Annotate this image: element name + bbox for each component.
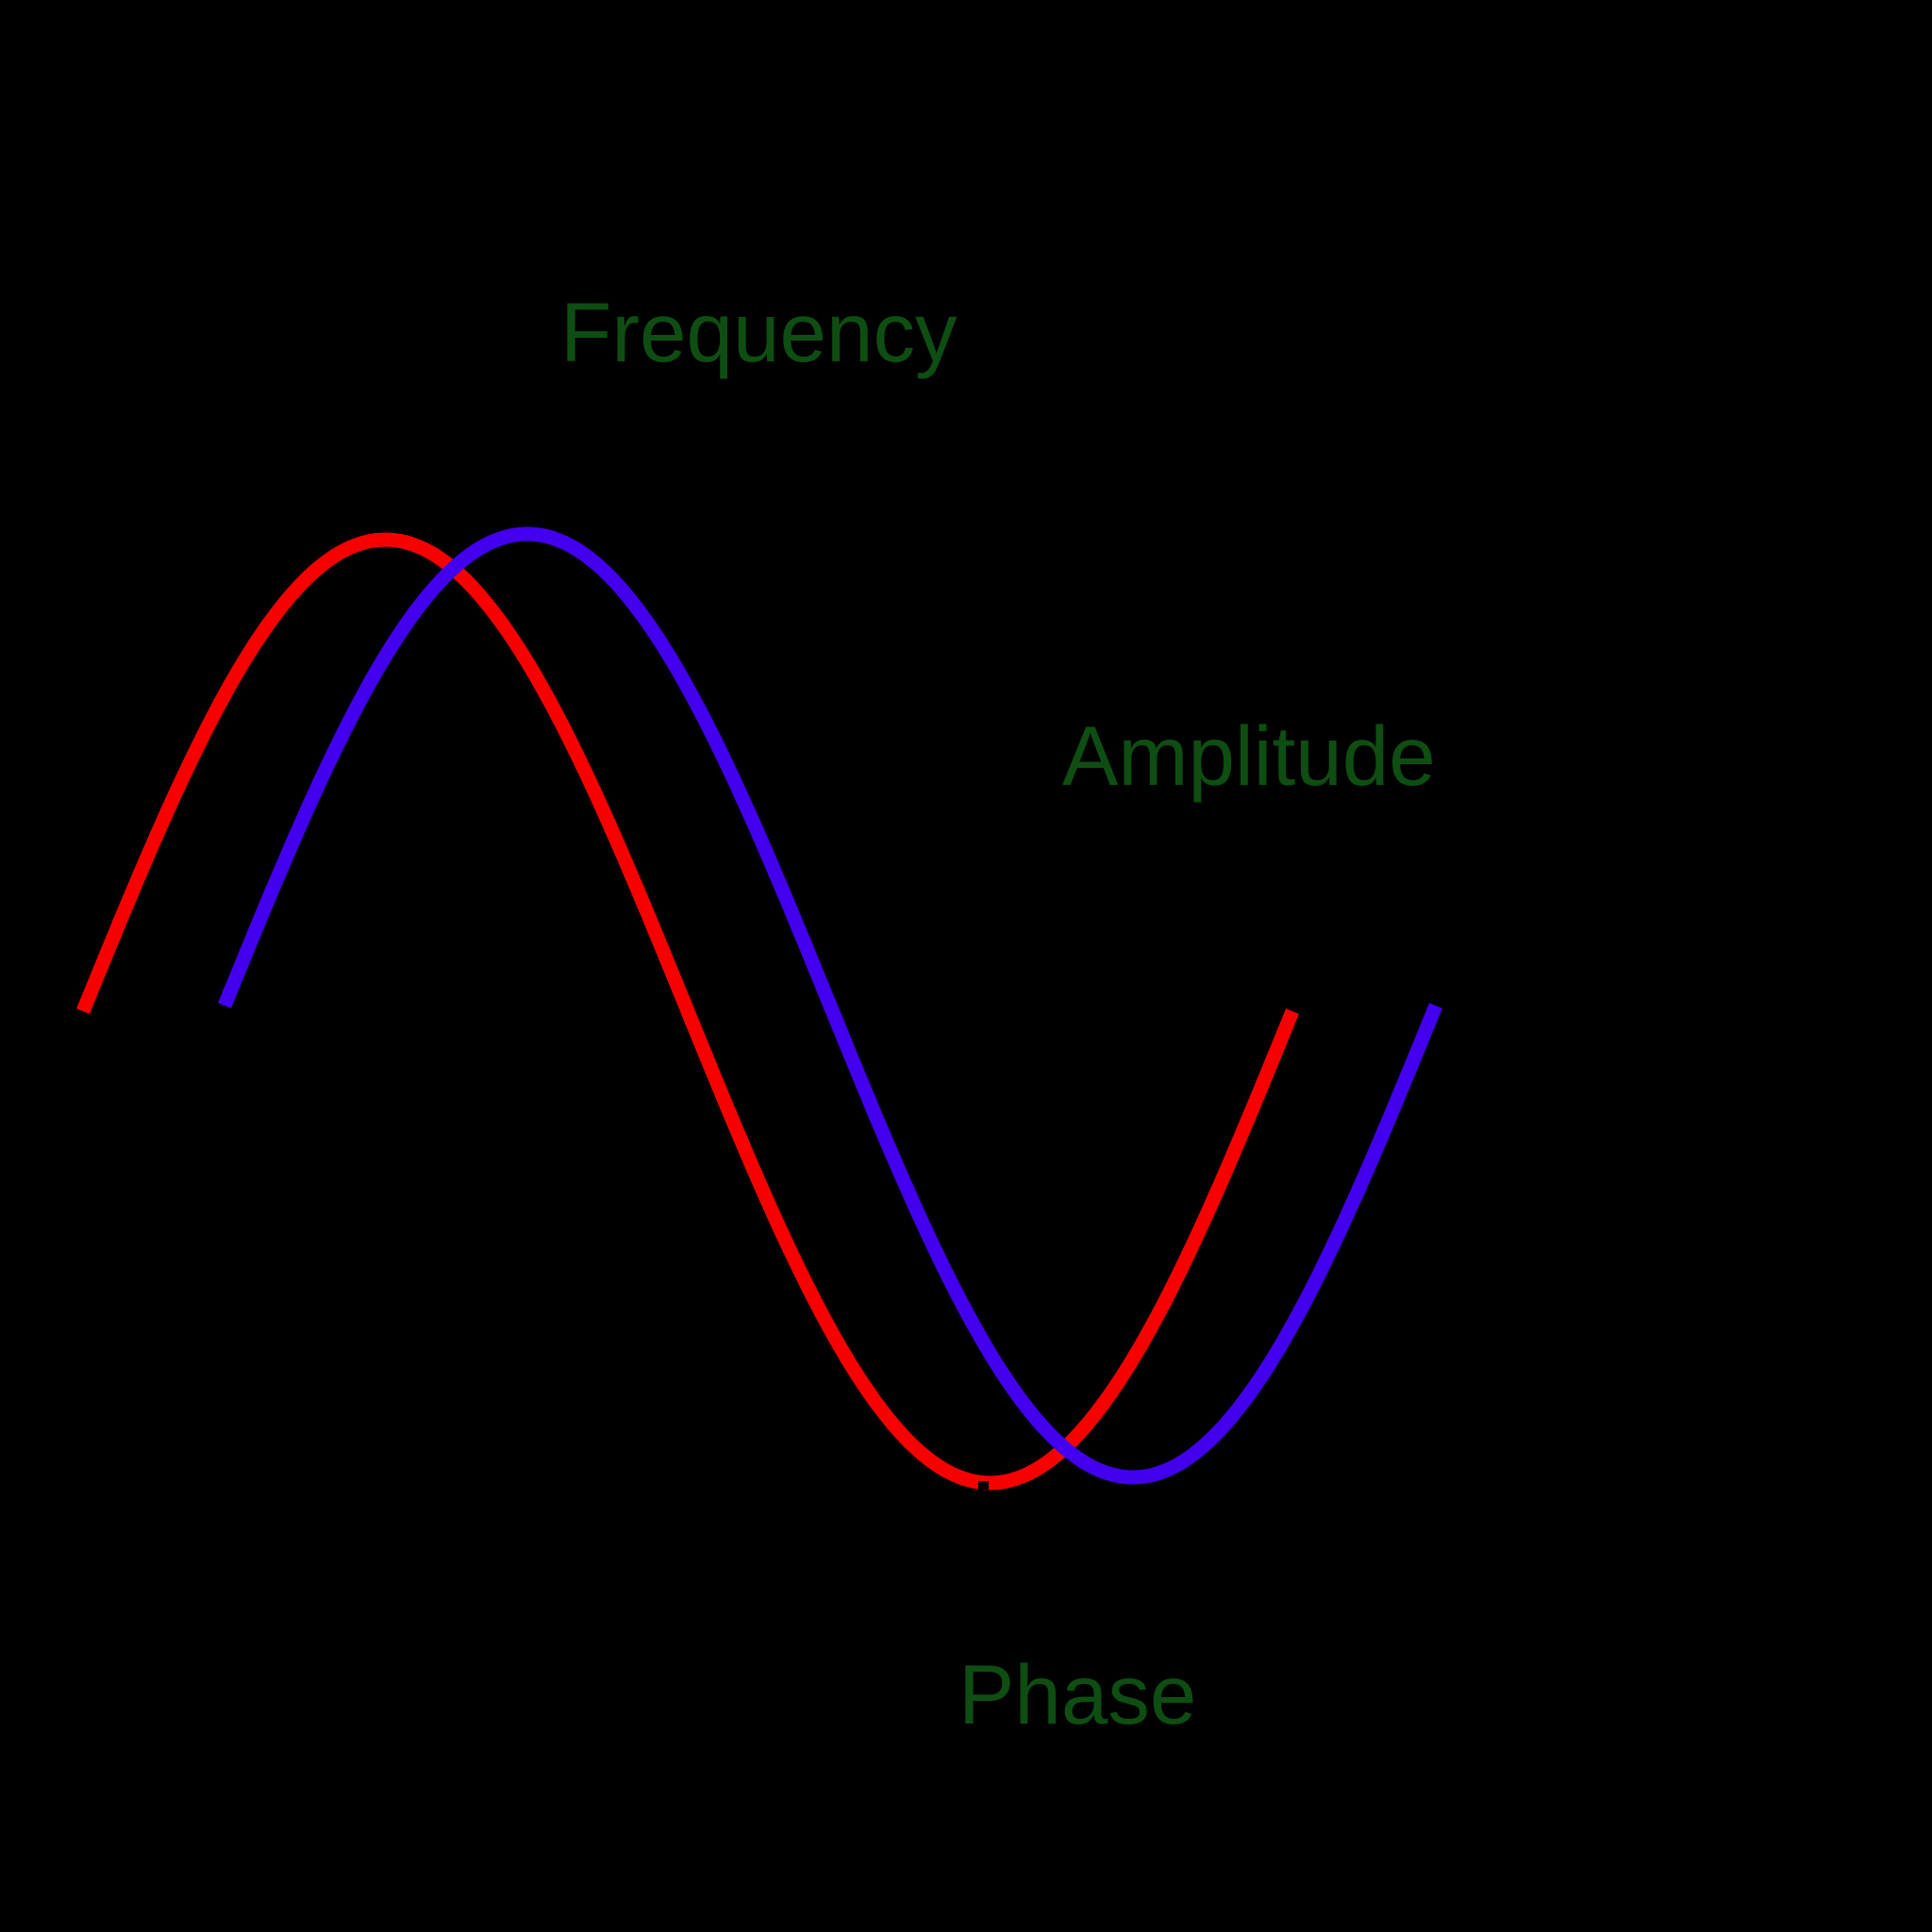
phase-label: Phase: [958, 1647, 1196, 1741]
axis-tick: [667, 1009, 680, 1015]
axis-tick: [978, 1481, 989, 1490]
axis-tick: [808, 1005, 821, 1010]
axis-ticks: [667, 1005, 989, 1490]
sine-wave-blue: [218, 526, 1442, 1485]
sine-wave-red: [76, 532, 1299, 1491]
amplitude-label: Amplitude: [1062, 708, 1436, 803]
frequency-label: Frequency: [560, 285, 958, 379]
